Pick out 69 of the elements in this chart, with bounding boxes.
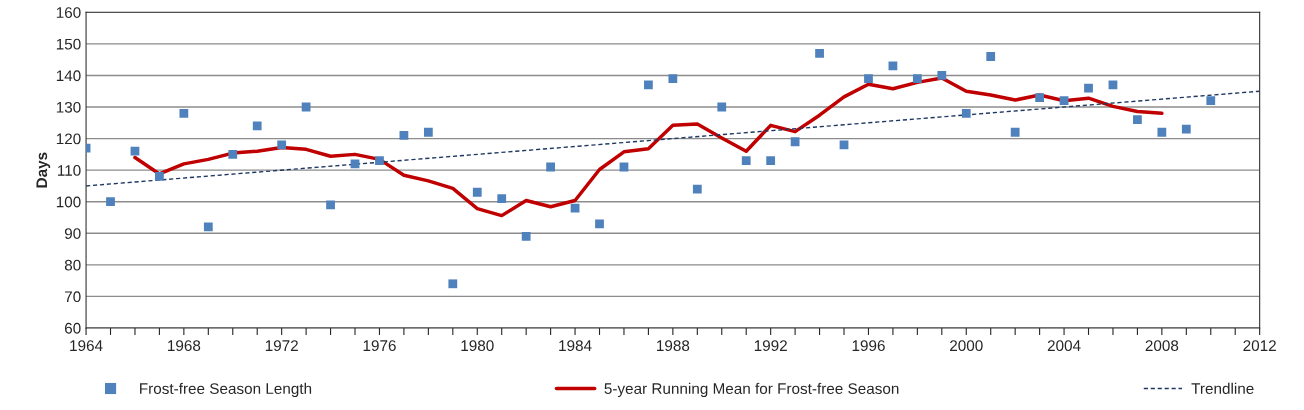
- point: [203, 222, 213, 232]
- point: [130, 146, 140, 156]
- legend-label: Trendline: [1191, 382, 1254, 395]
- point: [986, 52, 996, 61]
- y-tick-label: 100: [56, 196, 81, 208]
- point: [864, 74, 873, 83]
- y-tick-label: 60: [64, 322, 81, 334]
- point: [937, 71, 947, 80]
- point: [912, 74, 922, 83]
- point: [1010, 127, 1020, 137]
- x-tick-label: 1988: [657, 340, 690, 352]
- point: [692, 184, 702, 194]
- x-tick-label: 1968: [168, 340, 201, 352]
- point: [448, 279, 458, 289]
- point: [815, 48, 824, 58]
- y-tick-label: 120: [56, 133, 81, 145]
- point: [423, 127, 433, 137]
- x-tick-label: 1984: [559, 340, 592, 352]
- x-tick-label: 1980: [461, 340, 494, 352]
- point: [521, 232, 531, 241]
- x-tick-label: 1992: [754, 340, 787, 352]
- point: [252, 121, 262, 131]
- point: [668, 74, 678, 83]
- point: [350, 159, 360, 169]
- point: [106, 197, 115, 207]
- point: [595, 219, 604, 229]
- x-tick-label: 2000: [950, 340, 983, 352]
- point: [497, 194, 507, 203]
- y-tick-label: 90: [64, 228, 81, 239]
- y-tick-label: 140: [56, 70, 81, 82]
- y-tick-label: 130: [56, 101, 81, 113]
- y-tick-label: 150: [56, 38, 81, 50]
- point: [1133, 115, 1142, 125]
- x-tick-label: 2008: [1145, 340, 1179, 352]
- point: [644, 80, 653, 90]
- point: [277, 140, 287, 150]
- point: [472, 187, 482, 197]
- point: [766, 156, 776, 166]
- point: [179, 108, 189, 118]
- x-tick-label: 1964: [70, 340, 103, 352]
- x-tick-label: 1976: [363, 340, 396, 352]
- point: [375, 156, 384, 166]
- y-tick-label: 110: [58, 165, 81, 176]
- y-tick-label: 70: [64, 291, 81, 303]
- x-tick-label: 1996: [852, 340, 885, 352]
- point: [326, 200, 335, 210]
- point: [1181, 124, 1191, 134]
- point: [1206, 96, 1216, 106]
- point: [155, 172, 164, 181]
- x-tick-label: 2004: [1047, 340, 1081, 352]
- x-tick-label: 1972: [265, 340, 298, 352]
- legend-label: Frost-free Season Length: [140, 382, 312, 398]
- point: [228, 149, 238, 159]
- point: [790, 137, 800, 147]
- point: [961, 108, 971, 118]
- legend-label: 5-year Running Mean for Frost-free Season: [604, 382, 899, 398]
- point: [741, 156, 751, 166]
- x-tick-label: 2012: [1243, 340, 1276, 352]
- point: [301, 102, 311, 112]
- y-tick-label: 160: [56, 7, 81, 18]
- y-tick-label: 80: [64, 259, 81, 271]
- point: [1035, 93, 1045, 102]
- point: [546, 162, 556, 172]
- point: [717, 102, 727, 112]
- point: [1059, 96, 1069, 106]
- y-axis-title: Days: [36, 152, 51, 188]
- point: [1157, 127, 1167, 137]
- point: [399, 131, 409, 140]
- point: [1084, 83, 1093, 93]
